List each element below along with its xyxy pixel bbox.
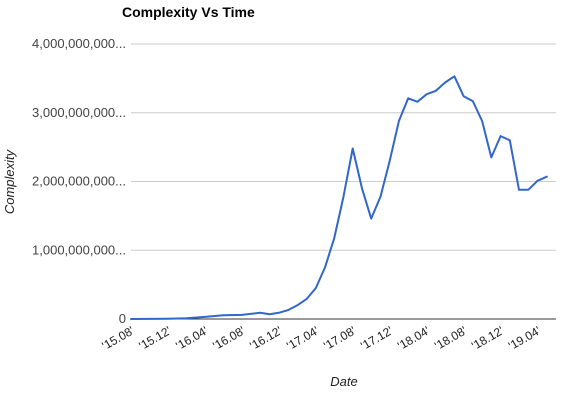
data-point (352, 148, 354, 150)
data-point (379, 196, 381, 198)
x-tick-label: '18.08' (432, 323, 469, 352)
x-tick-label: '16.12' (247, 323, 284, 352)
x-tick-label: '18.04' (395, 323, 432, 352)
x-axis-title: Date (330, 374, 357, 389)
data-point (130, 318, 132, 320)
data-point (259, 312, 261, 314)
y-axis-ticks: 0 1,000,000,000... 2,000,000,000... 3,000,0… (32, 36, 126, 326)
data-point (241, 314, 243, 316)
data-point (222, 314, 224, 316)
x-tick-label: '17.04' (284, 323, 321, 352)
x-tick-label: '15.08' (100, 323, 137, 352)
data-point (546, 176, 548, 178)
data-point (518, 189, 520, 191)
series-line (130, 75, 548, 320)
x-tick-label: '16.08' (210, 323, 247, 352)
data-point (453, 75, 455, 77)
x-tick-label: '17.12' (358, 323, 395, 352)
data-point (370, 218, 372, 220)
y-tick-label: 0 (119, 311, 126, 326)
data-point (407, 97, 409, 99)
data-point (500, 135, 502, 137)
data-point (204, 316, 206, 318)
data-point (269, 313, 271, 315)
x-tick-label: '17.08' (321, 323, 358, 352)
data-point (324, 266, 326, 268)
data-point (278, 312, 280, 314)
x-tick-label: '18.12' (469, 323, 506, 352)
y-axis-title: Complexity (2, 148, 17, 214)
gridlines (131, 43, 556, 320)
data-point (472, 100, 474, 102)
data-point (426, 93, 428, 95)
data-point (490, 156, 492, 158)
data-point (481, 120, 483, 122)
x-tick-label: '16.04' (173, 323, 210, 352)
data-point (509, 139, 511, 141)
data-point (361, 187, 363, 189)
data-point (315, 287, 317, 289)
data-point (537, 180, 539, 182)
y-tick-label: 3,000,000,000... (32, 105, 126, 120)
data-point (416, 101, 418, 103)
series-layer (130, 75, 548, 320)
chart-title: Complexity Vs Time (122, 4, 255, 20)
data-point (343, 196, 345, 198)
x-axis-ticks: '15.08' '15.12' '16.04' '16.08' '16.12' '17.0… (100, 323, 544, 352)
data-point (435, 90, 437, 92)
data-point (185, 317, 187, 319)
data-point (463, 95, 465, 97)
data-point (296, 304, 298, 306)
data-point (306, 298, 308, 300)
data-point (287, 309, 289, 311)
data-point (167, 318, 169, 320)
data-point (398, 120, 400, 122)
x-tick-label: '19.04' (506, 323, 543, 352)
data-point (333, 237, 335, 239)
y-tick-label: 2,000,000,000... (32, 174, 126, 189)
y-tick-label: 1,000,000,000... (32, 242, 126, 257)
data-point (527, 189, 529, 191)
y-tick-label: 4,000,000,000... (32, 36, 126, 51)
data-point (389, 160, 391, 162)
data-point (444, 82, 446, 84)
x-tick-label: '15.12' (136, 323, 173, 352)
